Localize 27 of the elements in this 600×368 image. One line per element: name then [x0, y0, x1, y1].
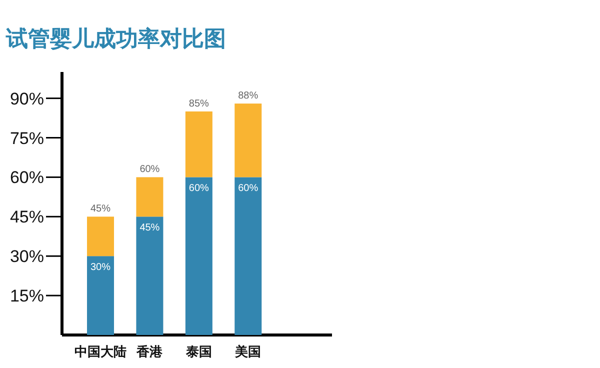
total-label: 60%: [140, 164, 160, 176]
bar: [136, 177, 164, 217]
bar: [234, 104, 262, 178]
bar: [87, 256, 114, 335]
x-tick-label: 香港: [136, 344, 164, 359]
bar: [87, 216, 114, 256]
total-label: 88%: [238, 90, 258, 102]
chart-title: 试管婴儿成功率对比图: [5, 26, 226, 51]
bar: [136, 216, 164, 335]
data-label: 30%: [90, 262, 111, 274]
y-tick-label: 15%: [10, 286, 44, 306]
y-tick-label: 60%: [10, 168, 44, 188]
x-tick-label: 泰国: [184, 344, 212, 359]
total-label: 45%: [90, 204, 111, 215]
y-tick-label: 75%: [10, 128, 44, 148]
bar: [185, 111, 212, 178]
data-label: 60%: [188, 183, 210, 194]
y-tick-label: 45%: [10, 208, 44, 227]
y-tick-label: 30%: [10, 247, 44, 266]
data-label: 60%: [238, 183, 258, 194]
y-tick-label: 90%: [10, 89, 44, 108]
x-tick-label: 美国: [234, 344, 262, 359]
data-label: 45%: [140, 222, 160, 234]
bar: [234, 177, 262, 335]
x-tick-label: 中国大陆: [74, 344, 126, 359]
bar: [185, 177, 212, 335]
total-label: 85%: [188, 98, 210, 110]
